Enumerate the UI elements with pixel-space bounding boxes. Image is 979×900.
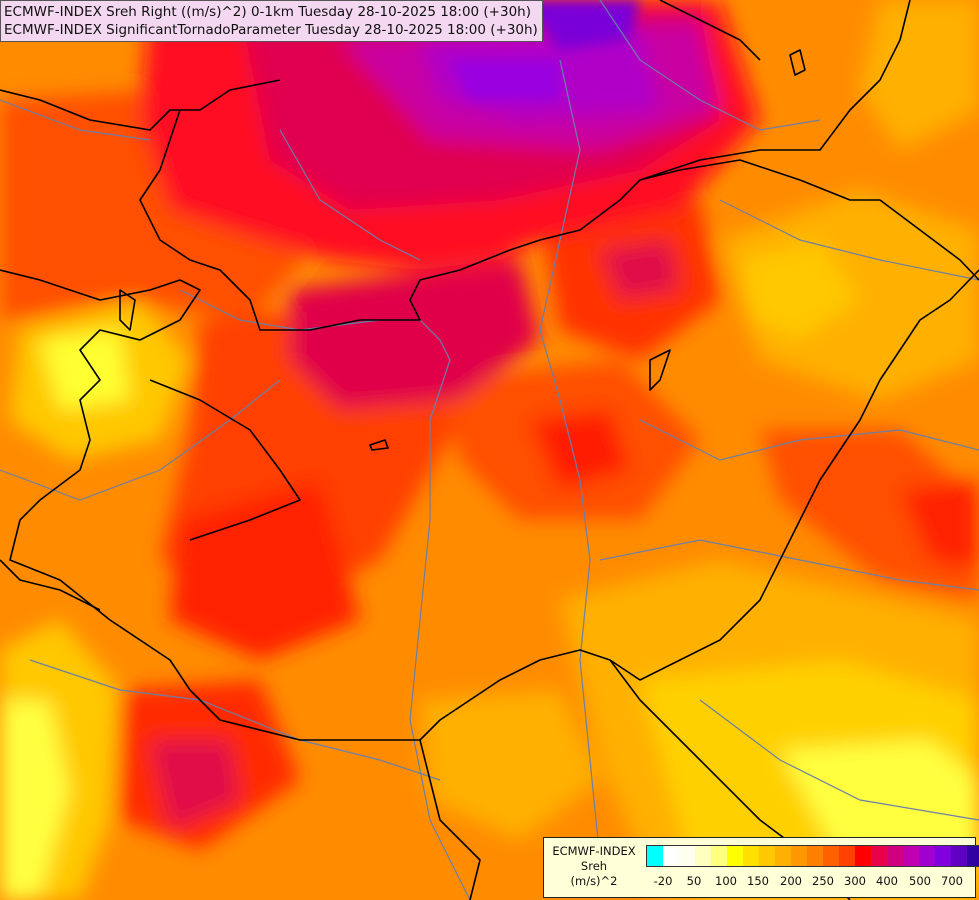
legend-tick-label: -20 [653,874,673,888]
legend-swatch [759,846,775,866]
color-legend: ECMWF-INDEX Sreh (m/s)^2 -20 50 100 150 200 2… [543,837,979,898]
river-tisza [539,59,601,861]
border-si [0,559,101,611]
legend-swatch [775,846,791,866]
legend-swatch [855,846,871,866]
legend-tick-label: 300 [844,874,866,888]
legend-swatch [791,846,807,866]
legend-tick-label: 50 [686,874,702,888]
legend-swatch [839,846,855,866]
legend-swatch [663,846,679,866]
river-drava [29,659,441,781]
map-title-line2: ECMWF-INDEX SignificantTornadoParameter … [4,22,538,38]
field-magenta-ne [600,240,680,300]
field-red-balaton [170,480,360,660]
legend-swatch [695,846,711,866]
field-violet-core [450,60,560,100]
legend-tick-label: 200 [780,874,802,888]
legend-swatch [679,846,695,866]
border-lake-balaton [149,379,301,541]
field-amber-top [860,0,979,150]
border-lake-velence [369,439,389,451]
river-mures [599,539,979,591]
legend-swatch [919,846,935,866]
legend-swatch [935,846,951,866]
legend-swatch [807,846,823,866]
legend-ticks: -20 50 100 150 200 250 300 400 500 700 [646,874,970,890]
field-yellow-sw [0,700,70,900]
river-somes [719,199,979,281]
border-hr-rs [419,739,481,900]
field-magenta-sw [150,740,240,830]
border-lake-ne [789,49,806,76]
legend-tick-label: 700 [941,874,963,888]
legend-swatch [823,846,839,866]
border-pl [659,0,761,61]
legend-tick-label: 100 [715,874,737,888]
border-lake-tisza [649,349,671,391]
legend-swatch [887,846,903,866]
legend-swatch [743,846,759,866]
legend-swatch [903,846,919,866]
river-danube-east [699,699,979,821]
border-hu-ring [0,269,979,741]
field-yellow-se [780,740,979,860]
legend-swatches [646,845,979,867]
legend-label-line2: Sreh [580,859,608,873]
field-gold-ne [740,240,860,340]
field-yellow-w [40,330,130,410]
legend-tick-label: 500 [909,874,931,888]
legend-tick-label: 400 [876,874,898,888]
legend-label-line3: (m/s)^2 [570,874,618,888]
legend-swatch [951,846,967,866]
legend-swatch [727,846,743,866]
legend-swatch [647,846,663,866]
legend-swatch [871,846,887,866]
legend-tick-label: 150 [747,874,769,888]
field-amber-s [420,690,600,840]
field-deep-violet [520,0,640,50]
legend-label: ECMWF-INDEX Sreh (m/s)^2 [544,844,644,889]
field-magenta-c [290,260,540,410]
field-red-c [530,410,630,490]
border-lake-neusiedl [119,289,136,331]
river-morava [0,99,151,141]
river-koros [639,419,979,461]
legend-swatch [967,846,979,866]
legend-label-line1: ECMWF-INDEX [552,844,636,858]
field-redorange-e [760,430,979,600]
river-vah [279,129,421,261]
river-poprad [599,0,821,131]
legend-swatch [711,846,727,866]
border-sk-hu [139,109,979,331]
legend-tick-label: 250 [812,874,834,888]
border-ua [639,0,911,181]
map-title-box: ECMWF-INDEX Sreh Right ((m/s)^2) 0-1km T… [0,0,543,42]
map-title-line1: ECMWF-INDEX Sreh Right ((m/s)^2) 0-1km T… [4,4,531,20]
border-cz-sk [0,79,281,131]
field-red-e [900,480,979,570]
